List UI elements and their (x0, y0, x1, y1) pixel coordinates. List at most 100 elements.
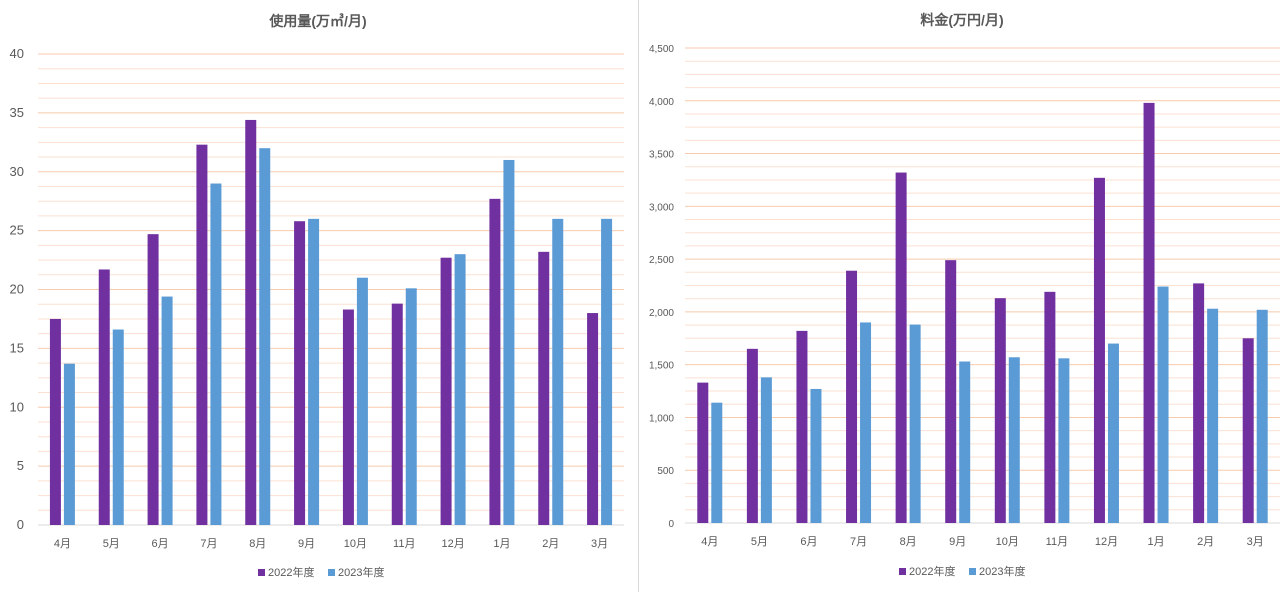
x-tick-label: 10月 (996, 536, 1019, 548)
x-tick-label: 7月 (200, 538, 217, 550)
x-tick-label: 2月 (1197, 536, 1214, 548)
bar-series-2 (356, 277, 368, 525)
bar-series-2 (909, 324, 921, 523)
chart-title: 使用量(万㎥/月) (268, 13, 366, 29)
x-tick-label: 5月 (103, 538, 120, 550)
x-tick-label: 4月 (701, 536, 718, 548)
bar-series-2 (1157, 286, 1169, 523)
bar-series-2 (959, 361, 971, 523)
bar-series-1 (796, 330, 808, 523)
y-tick-label: 1,500 (649, 361, 674, 372)
bar-series-1 (945, 260, 957, 523)
x-tick-label: 1月 (1147, 536, 1164, 548)
legend-swatch (258, 569, 265, 576)
bar-series-1 (1093, 177, 1105, 524)
bar-series-2 (503, 159, 515, 525)
bar-series-2 (1207, 308, 1219, 523)
x-tick-label: 5月 (751, 536, 768, 548)
bar-series-2 (1256, 309, 1268, 523)
y-tick-label: 0 (17, 517, 24, 532)
legend-label: 2023年度 (979, 564, 1025, 578)
bar-series-1 (245, 119, 257, 525)
y-tick-label: 500 (657, 466, 674, 477)
y-tick-label: 3,000 (649, 202, 674, 213)
bar-series-1 (538, 251, 550, 525)
y-tick-label: 0 (668, 519, 674, 530)
cost-chart: 料金(万円/月) 0 500 1,000 1,500 2,000 2,500 3,000 3,5… (649, 12, 1280, 578)
x-tick-label: 12月 (441, 538, 464, 550)
chart-title: 料金(万円/月) (920, 12, 1003, 28)
legend-swatch (899, 568, 906, 575)
x-tick-label: 11月 (393, 538, 415, 550)
legend-swatch (328, 569, 335, 576)
x-tick-label: 9月 (298, 538, 315, 550)
bar-series-2 (405, 288, 417, 525)
bar-series-1 (440, 257, 452, 525)
x-tick-label: 4月 (54, 538, 71, 550)
bar-series-1 (294, 221, 306, 525)
bar-series-2 (711, 402, 723, 523)
bar-series-1 (1242, 338, 1254, 523)
bar-series-1 (1044, 291, 1056, 523)
y-tick-label: 2,000 (649, 308, 674, 319)
legend-label: 2022年度 (909, 564, 955, 578)
y-tick-label: 4,000 (649, 97, 674, 108)
bar-series-1 (846, 270, 858, 523)
bar-series-2 (161, 296, 173, 525)
y-tick-label: 15 (10, 340, 24, 355)
y-tick-label: 35 (10, 105, 24, 120)
x-tick-label: 11月 (1046, 536, 1068, 548)
y-tick-label: 20 (10, 282, 24, 297)
y-tick-label: 10 (10, 399, 24, 414)
y-tick-label: 3,500 (649, 150, 674, 161)
legend-label: 2023年度 (338, 565, 384, 579)
bar-series-1 (587, 313, 599, 525)
bar-series-2 (760, 377, 772, 523)
bar-series-2 (810, 388, 822, 523)
bar-series-2 (308, 218, 320, 525)
y-tick-label: 25 (10, 223, 24, 238)
bar-series-1 (147, 234, 159, 525)
usage-chart-panel: 使用量(万㎥/月) 0 5 10 15 20 25 30 35 40 4月 5月 6月 7月 8月 9月 10月… (0, 0, 639, 592)
y-tick-label: 40 (10, 46, 24, 61)
bar-series-1 (697, 382, 709, 523)
bar-series-2 (63, 363, 75, 525)
y-tick-label: 5 (17, 458, 24, 473)
bar-series-2 (552, 218, 564, 525)
x-tick-label: 2月 (542, 538, 559, 550)
usage-chart: 使用量(万㎥/月) 0 5 10 15 20 25 30 35 40 4月 5月 6月 7月 8月 9月 10月… (10, 13, 624, 579)
bar-series-1 (1143, 102, 1155, 523)
x-tick-label: 3月 (1247, 536, 1264, 548)
bar-series-2 (860, 322, 872, 523)
bar-series-2 (1107, 343, 1119, 523)
bar-series-1 (994, 298, 1006, 523)
bar-series-1 (895, 172, 907, 524)
x-tick-label: 10月 (344, 538, 367, 550)
legend-label: 2022年度 (268, 565, 314, 579)
bar-series-1 (49, 318, 61, 525)
x-tick-label: 8月 (900, 536, 917, 548)
bar-series-2 (259, 148, 271, 525)
bar-series-2 (601, 218, 613, 525)
y-tick-label: 30 (10, 164, 24, 179)
bar-series-1 (1193, 283, 1205, 523)
bar-series-1 (489, 198, 501, 525)
x-tick-label: 1月 (493, 538, 510, 550)
bar-series-2 (1058, 358, 1070, 523)
x-tick-label: 8月 (249, 538, 266, 550)
bar-series-1 (342, 309, 354, 525)
y-tick-label: 2,500 (649, 255, 674, 266)
bar-series-2 (1008, 357, 1020, 523)
x-tick-label: 3月 (591, 538, 608, 550)
bar-series-1 (196, 144, 208, 526)
bar-series-2 (112, 329, 124, 525)
bar-series-2 (210, 183, 222, 525)
cost-chart-panel: 料金(万円/月) 0 500 1,000 1,500 2,000 2,500 3,000 3,5… (640, 0, 1286, 592)
bar-series-2 (454, 254, 466, 526)
y-tick-label: 4,500 (649, 44, 674, 55)
x-tick-label: 6月 (152, 538, 169, 550)
legend-swatch (969, 568, 976, 575)
bar-series-1 (98, 269, 110, 525)
y-tick-label: 1,000 (649, 413, 674, 424)
x-tick-label: 9月 (949, 536, 966, 548)
